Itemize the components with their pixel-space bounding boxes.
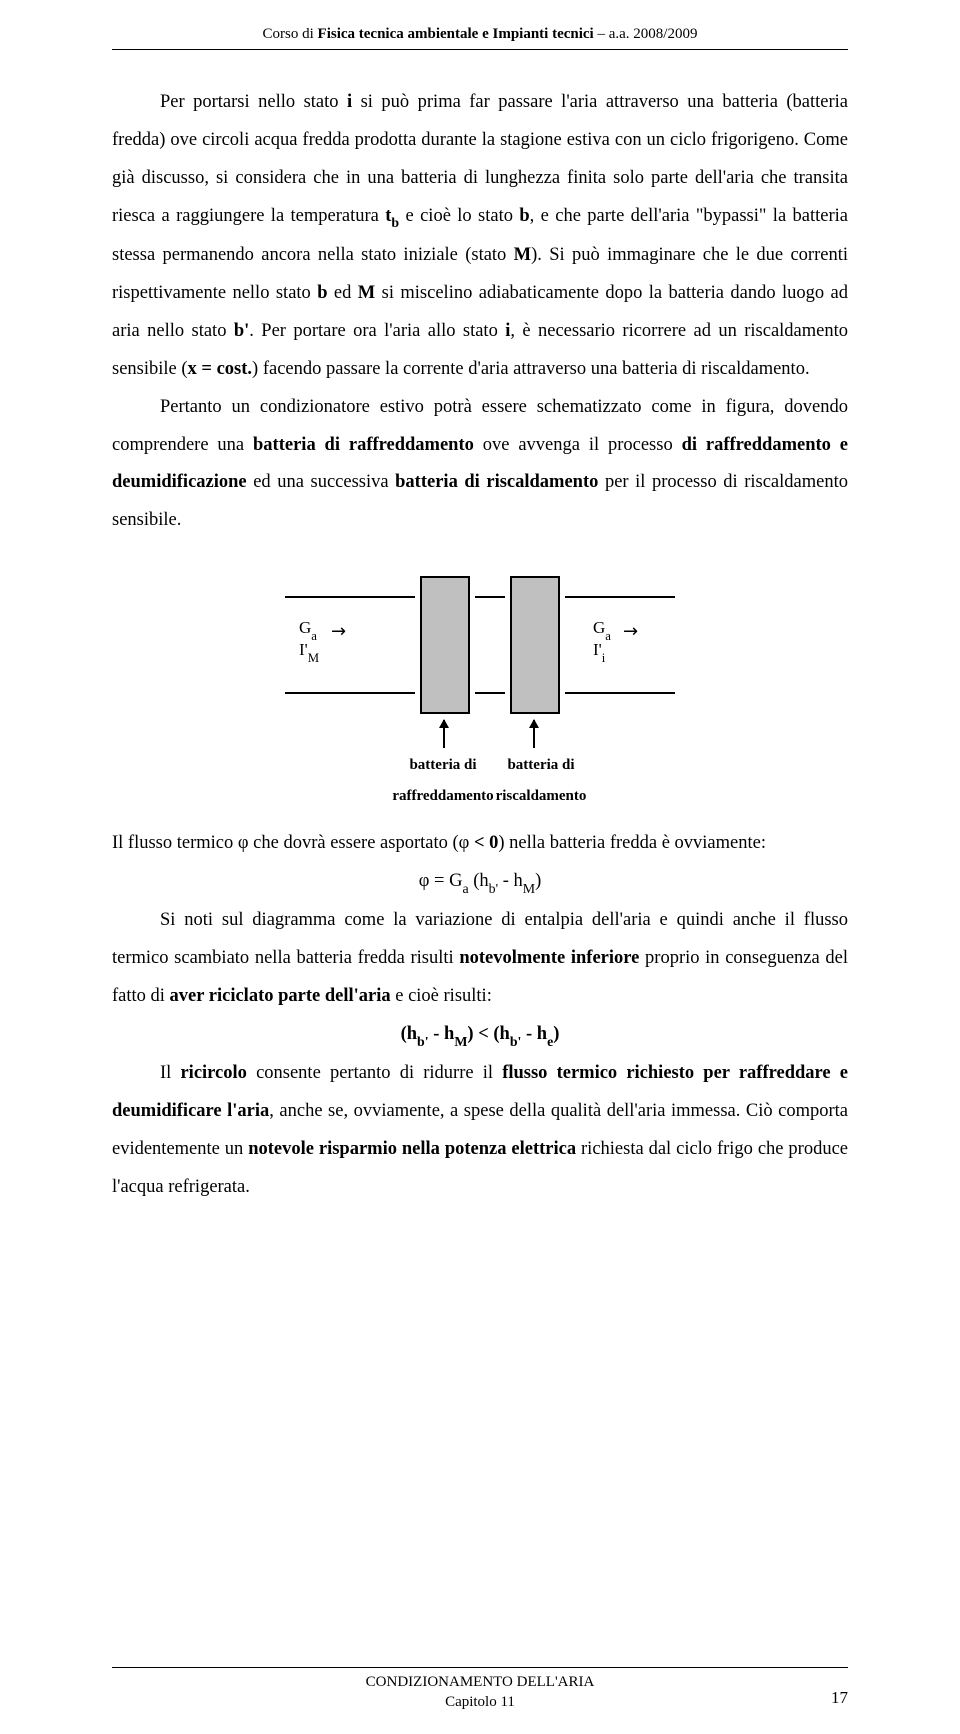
text: batteria di [409, 757, 476, 773]
text: e cioè lo stato [399, 206, 519, 226]
conditioner-diagram: Ga → I'M Ga → I'i batteria di raffreddam… [245, 560, 715, 795]
equation-1: φ = Ga (hb' - hM) [112, 863, 848, 902]
text: ed una successiva [247, 472, 396, 492]
cooling-coil [420, 576, 470, 714]
paragraph-2: Pertanto un condizionatore estivo potrà … [112, 389, 848, 541]
sub: b' [510, 1035, 522, 1050]
im-right: I'i [593, 633, 605, 669]
duct-bottom-line [285, 692, 675, 694]
bold: batteria di raffreddamento [253, 435, 474, 455]
up-arrow-icon [533, 720, 535, 748]
footer-rule [112, 1667, 848, 1668]
course-header: Corso di Fisica tecnica ambientale e Imp… [112, 26, 848, 43]
sub: b' [489, 882, 498, 897]
paragraph-1: Per portarsi nello stato i si può prima … [112, 84, 848, 389]
sub: e [547, 1035, 553, 1050]
bold: batteria di riscaldamento [395, 472, 598, 492]
sub: a [462, 882, 468, 897]
paragraph-5: Il ricircolo consente pertanto di ridurr… [112, 1055, 848, 1207]
x-cost: x = cost. [188, 359, 253, 379]
text: ove avvenga il processo [474, 435, 682, 455]
footer-line-1: CONDIZIONAMENTO DELL'ARIA [366, 1674, 595, 1690]
text: riscaldamento [496, 788, 587, 804]
text: ) [553, 1024, 559, 1044]
footer-row: CONDIZIONAMENTO DELL'ARIA Capitolo 11 17 [112, 1672, 848, 1713]
paragraph-4: Si noti sul diagramma come la variazione… [112, 902, 848, 1016]
text: batteria di [507, 757, 574, 773]
bold: notevole risparmio nella potenza elettri… [248, 1139, 576, 1159]
i-prime: I' [593, 640, 602, 659]
text: (h [401, 1024, 417, 1044]
text: Il flusso termico φ che dovrà essere asp… [112, 833, 474, 853]
heating-coil-label: batteria di riscaldamento [481, 750, 601, 812]
text: (h [469, 871, 489, 891]
course-prefix: Corso di [263, 26, 318, 42]
footer: CONDIZIONAMENTO DELL'ARIA Capitolo 11 17 [112, 1667, 848, 1713]
text: consente pertanto di ridurre il [247, 1063, 502, 1083]
lt-zero: < 0 [474, 833, 498, 853]
state-m: M [514, 245, 531, 265]
text: Per portarsi nello stato [160, 92, 347, 112]
up-arrow-icon [443, 720, 445, 748]
sub: M [454, 1035, 467, 1050]
state-m: M [358, 283, 375, 303]
bold: aver riciclato parte dell'aria [170, 986, 391, 1006]
equation-2: (hb' - hM) < (hb' - he) [112, 1016, 848, 1055]
text: ) [535, 871, 541, 891]
duct-top-line [285, 596, 675, 598]
body: Per portarsi nello stato i si può prima … [112, 84, 848, 1207]
heating-coil [510, 576, 560, 714]
text: ed [328, 283, 358, 303]
text: - h [429, 1024, 455, 1044]
text: ) facendo passare la corrente d'aria att… [252, 359, 810, 379]
sub: M [523, 882, 535, 897]
paragraph-3: Il flusso termico φ che dovrà essere asp… [112, 825, 848, 863]
footer-line-2: Capitolo 11 [445, 1694, 515, 1710]
flow-arrow-right: → [623, 614, 638, 651]
text: Il [160, 1063, 180, 1083]
sub: b' [417, 1035, 429, 1050]
header-rule [112, 49, 848, 50]
state-b-prime: b' [234, 321, 249, 341]
text: - h [521, 1024, 547, 1044]
i-sub: i [602, 651, 606, 665]
text: - h [498, 871, 523, 891]
text: e cioè risulti: [391, 986, 492, 1006]
flow-arrow-left: → [331, 614, 346, 651]
tb-sub: b [391, 216, 399, 231]
text: ) < (h [467, 1024, 509, 1044]
text: ) nella batteria fredda è ovviamente: [498, 833, 766, 853]
page-number: 17 [831, 1688, 848, 1708]
page: Corso di Fisica tecnica ambientale e Imp… [0, 0, 960, 1734]
bold: ricircolo [180, 1063, 246, 1083]
state-b: b [519, 206, 529, 226]
course-suffix: – a.a. 2008/2009 [594, 26, 698, 42]
course-title: Fisica tecnica ambientale e Impianti tec… [318, 26, 594, 42]
i-prime: I' [299, 640, 308, 659]
text: raffreddamento [392, 788, 493, 804]
i-sub: M [308, 651, 319, 665]
text: φ = G [419, 871, 463, 891]
im-left: I'M [299, 633, 319, 669]
text: . Per portare ora l'aria allo stato [249, 321, 505, 341]
g-sub: a [605, 629, 611, 643]
footer-center: CONDIZIONAMENTO DELL'ARIA Capitolo 11 [366, 1672, 595, 1713]
bold: notevolmente inferiore [459, 948, 639, 968]
state-b: b [317, 283, 327, 303]
